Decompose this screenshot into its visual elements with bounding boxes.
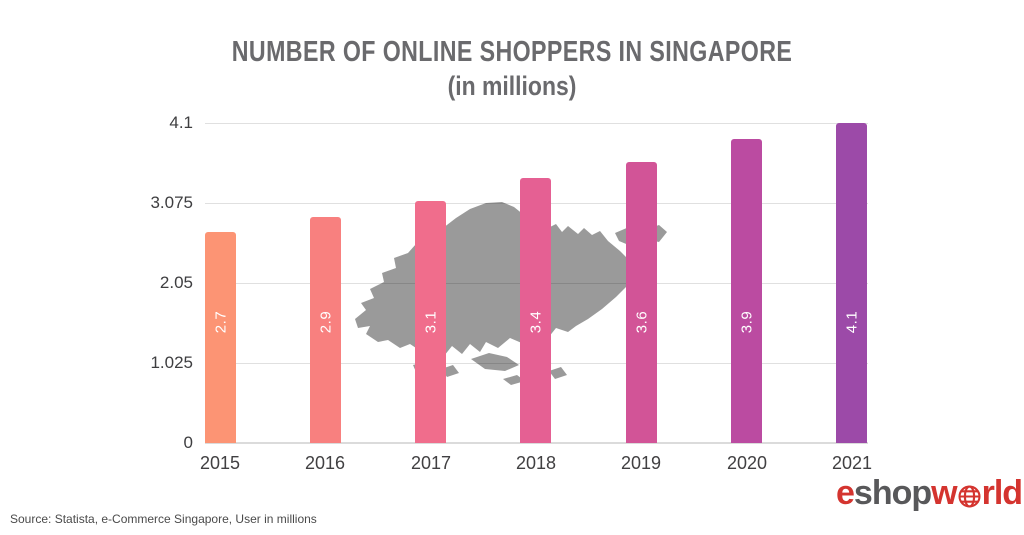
- x-axis-label-2017: 2017: [410, 453, 452, 473]
- chart-title: NUMBER OF ONLINE SHOPPERS IN SINGAPORE: [231, 36, 793, 68]
- x-axis-label-2015: 2015: [199, 453, 241, 473]
- logo-text-e: e: [836, 473, 855, 512]
- bar-value-label: 3.6: [633, 310, 650, 334]
- singapore-map-silhouette: [355, 202, 667, 385]
- bar-2021: 4.1: [836, 123, 867, 443]
- bar-2020: 3.9: [731, 139, 762, 443]
- bar-value-label: 2.9: [317, 310, 334, 334]
- x-axis-label-2018: 2018: [515, 453, 557, 473]
- y-axis-tick-label: 1.025: [150, 352, 193, 372]
- bar-2019: 3.6: [626, 162, 657, 443]
- x-axis-label-2020: 2020: [726, 453, 768, 473]
- logo-text-shop: shop: [853, 473, 932, 512]
- y-axis-tick-label: 3.075: [150, 192, 193, 212]
- gridline: [205, 122, 868, 124]
- bar-2015: 2.7: [205, 232, 236, 443]
- bar-value-label: 3.9: [738, 310, 755, 334]
- x-axis-line: [205, 442, 868, 444]
- logo-text-w: w: [931, 473, 957, 512]
- bar-2018: 3.4: [520, 178, 551, 443]
- bar-value-label: 4.1: [843, 310, 860, 334]
- bar-2016: 2.9: [310, 217, 341, 443]
- y-axis-tick-label: 0: [183, 433, 193, 452]
- source-note: Source: Statista, e-Commerce Singapore, …: [10, 512, 317, 526]
- eshopworld-logo: e shop w rld: [836, 472, 1023, 514]
- bar-value-label: 3.1: [422, 310, 439, 334]
- bar-value-label: 3.4: [527, 310, 544, 334]
- bar-value-label: 2.7: [212, 310, 229, 334]
- x-axis-label-2021: 2021: [831, 453, 873, 473]
- x-axis-label-2016: 2016: [304, 453, 346, 473]
- globe-icon: [958, 484, 981, 508]
- x-axis-label-2019: 2019: [620, 453, 662, 473]
- logo-text-rld: rld: [981, 473, 1023, 512]
- bar-2017: 3.1: [415, 201, 446, 443]
- y-axis-tick-label: 4.1: [169, 112, 193, 132]
- y-axis-tick-label: 2.05: [159, 272, 193, 292]
- chart-subtitle: (in millions): [447, 71, 577, 101]
